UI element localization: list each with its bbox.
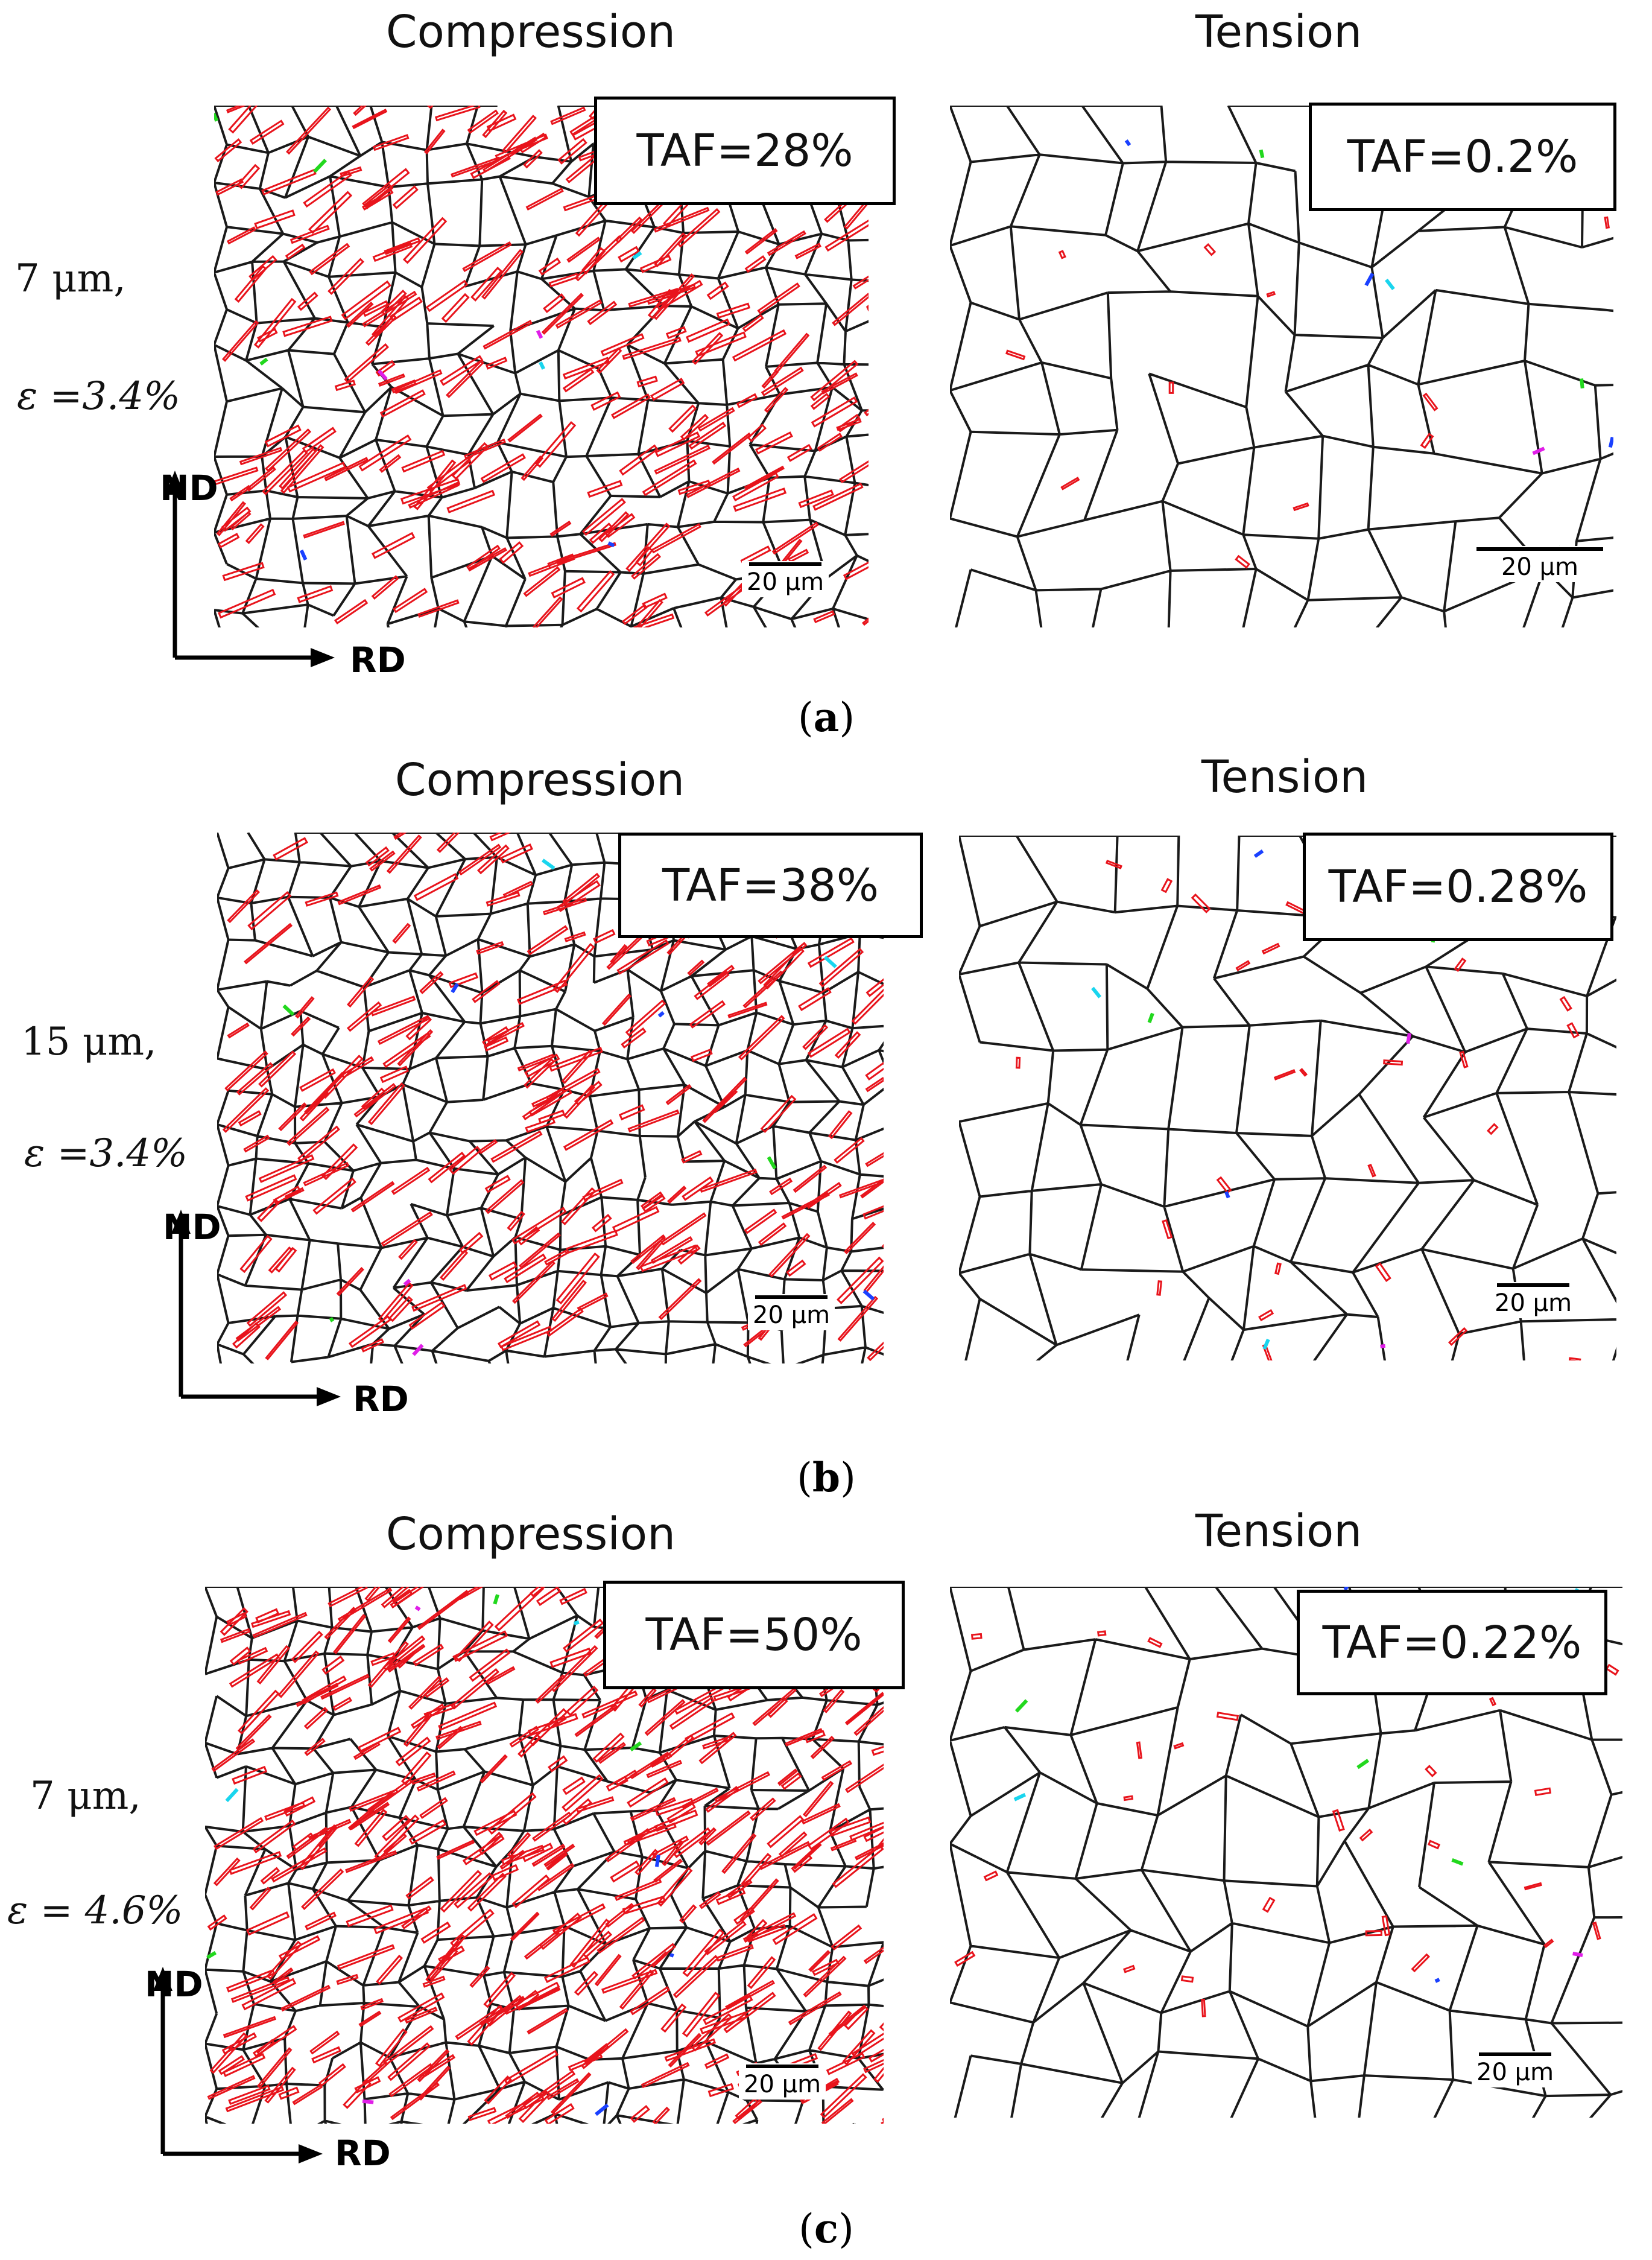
compression-title-c: Compression [385,1508,676,1560]
scale-bar-compression-b: 20 μm [748,1294,835,1330]
axis-arrows-b [171,1210,341,1406]
tension-title-c: Tension [1195,1505,1362,1557]
strain-label-b: ε =3.4% [24,1131,188,1176]
taf-box-compression-c: TAF=50% [603,1581,905,1689]
axis-arrows-a [165,471,335,667]
rd-axis-label-b: RD [353,1379,409,1420]
scale-bar-compression-c: 20 μm [739,2063,826,2100]
taf-box-tension-b: TAF=0.28% [1303,833,1613,941]
strain-label-c: ε = 4.6% [7,1888,183,1933]
nd-axis-label-c: ND [145,1964,203,2005]
panel-label-c: (c) [799,2205,854,2252]
taf-box-compression-a: TAF=28% [594,97,896,205]
scale-bar-compression-a: 20 μm [742,561,829,597]
taf-box-tension-c: TAF=0.22% [1297,1590,1607,1695]
strain-label-a: ε =3.4% [17,374,180,419]
grain-size-label-b: 15 μm, [21,1020,157,1064]
grain-size-label-c: 7 μm, [30,1774,141,1818]
scale-bar-tension-c: 20 μm [1472,2051,1559,2087]
panel-label-b: (b) [797,1454,856,1501]
axis-arrows-c [153,1967,323,2163]
compression-title-a: Compression [385,6,676,58]
nd-axis-label-a: ND [160,468,218,509]
taf-box-compression-b: TAF=38% [618,833,923,938]
tension-title-b: Tension [1201,751,1369,803]
rd-axis-label-a: RD [350,640,406,681]
panel-label-a: (a) [797,694,855,741]
grain-size-label-a: 7 μm, [15,256,126,301]
tension-title-a: Tension [1195,6,1362,58]
taf-box-tension-a: TAF=0.2% [1309,103,1616,211]
rd-axis-label-c: RD [335,2133,391,2174]
scale-bar-tension-b: 20 μm [1490,1282,1577,1318]
nd-axis-label-b: ND [163,1207,221,1248]
scale-bar-tension-a: 20 μm [1472,546,1608,582]
compression-title-b: Compression [394,754,685,806]
